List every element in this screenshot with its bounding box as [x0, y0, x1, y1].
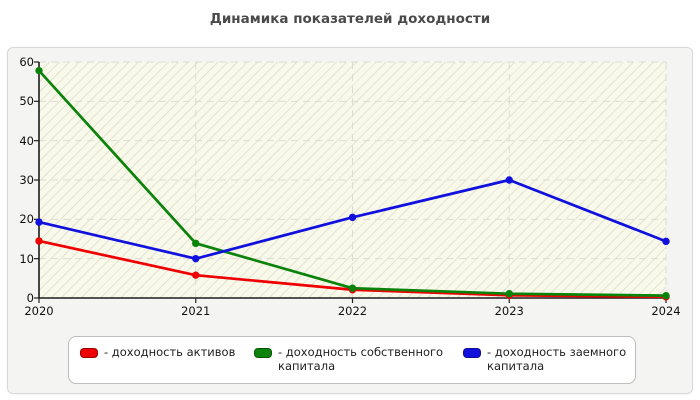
legend-item-return-on-debt: - доходность заемного капитала: [463, 345, 635, 373]
plot-area: [34, 61, 670, 303]
y-axis-label: 40: [19, 133, 34, 148]
y-axis-label: 10: [19, 251, 34, 266]
x-axis-label: 2022: [337, 304, 368, 318]
legend-item-label: - доходность собственного капитала: [278, 345, 444, 373]
x-axis-label: 2023: [494, 304, 524, 318]
y-axis-label: 20: [19, 212, 34, 227]
y-axis-label: 0: [26, 291, 34, 305]
plot-svg: [34, 61, 670, 303]
data-point: [35, 66, 43, 75]
x-axis-label: 2024: [651, 304, 681, 318]
legend-swatch-blue: [463, 348, 481, 358]
data-point: [348, 213, 357, 222]
legend-item-return-on-assets: - доходность активов: [80, 345, 235, 359]
legend-swatch-green: [254, 348, 272, 358]
data-point: [505, 289, 513, 298]
data-point: [348, 284, 357, 292]
y-axis-label: 60: [19, 55, 34, 69]
legend: - доходность активов - доходность собств…: [68, 336, 636, 384]
data-point: [505, 176, 513, 184]
data-point: [662, 237, 670, 246]
y-axis-label: 30: [19, 173, 34, 187]
x-axis-label: 2020: [24, 304, 54, 318]
data-point: [35, 218, 43, 226]
x-axis-label: 2021: [181, 304, 211, 318]
data-point: [192, 239, 200, 248]
legend-item-label: - доходность активов: [104, 345, 236, 359]
chart-title: Динамика показателей доходности: [209, 11, 491, 27]
y-axis-label: 50: [19, 94, 34, 109]
data-point: [192, 254, 200, 263]
legend-swatch-red: [80, 348, 98, 358]
legend-item-return-on-equity: - доходность собственного капитала: [254, 345, 456, 373]
chart-panel: 0 10 20 30 40 50 60 2020 2021 2022 2023 2024 - дохо…: [7, 47, 693, 394]
data-point: [662, 291, 670, 300]
data-point: [35, 237, 43, 245]
data-point: [192, 271, 200, 279]
legend-item-label: - доходность заемного капитала: [487, 345, 627, 373]
